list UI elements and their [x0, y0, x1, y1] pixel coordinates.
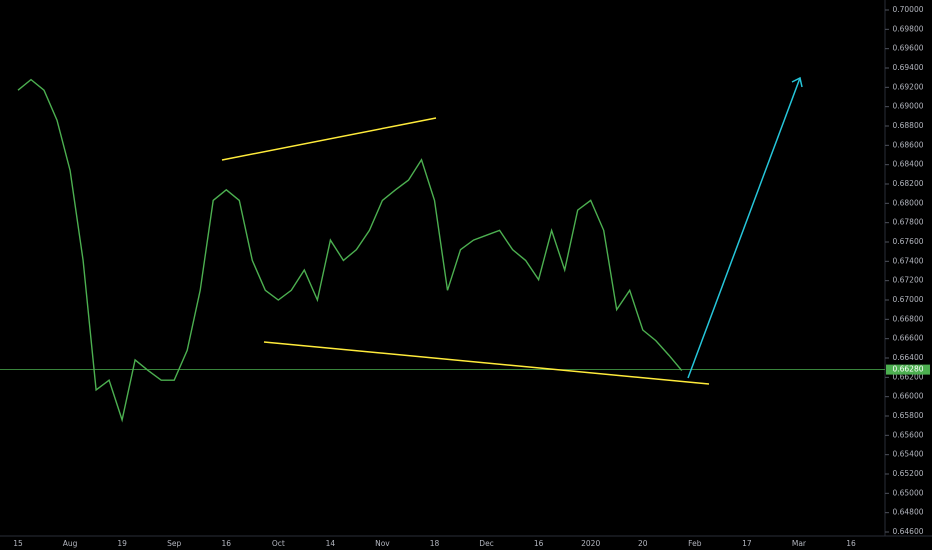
plot-area: [0, 78, 885, 423]
last-price-label: 0.66280: [892, 365, 923, 374]
x-tick-label: 18: [430, 539, 440, 548]
x-tick-label: Sep: [167, 539, 181, 548]
x-tick-label: 16: [221, 539, 231, 548]
x-tick-label: 15: [13, 539, 23, 548]
x-tick-label: Aug: [63, 539, 78, 548]
y-tick-label: 0.69600: [892, 44, 923, 53]
x-tick-label: 16: [534, 539, 544, 548]
y-tick-label: 0.65200: [892, 469, 923, 478]
y-tick-label: 0.66200: [892, 372, 923, 381]
y-tick-label: 0.69000: [892, 102, 923, 111]
x-tick-label: 19: [117, 539, 127, 548]
y-tick-label: 0.65800: [892, 411, 923, 420]
last-price-box: [886, 364, 930, 375]
upper-trendline: [221, 117, 437, 161]
y-tick-label: 0.65400: [892, 450, 923, 459]
y-tick-label: 0.65600: [892, 430, 923, 439]
lower-trendline: [263, 341, 710, 385]
y-tick-label: 0.68400: [892, 160, 923, 169]
x-tick-label: 14: [326, 539, 336, 548]
y-tick-label: 0.69400: [892, 63, 923, 72]
price-line: [17, 78, 683, 423]
y-tick-label: 0.67000: [892, 295, 923, 304]
y-tick-label: 0.67600: [892, 237, 923, 246]
y-tick-label: 0.64600: [892, 527, 923, 536]
y-tick-label: 0.65000: [892, 488, 923, 497]
y-tick-label: 0.68200: [892, 179, 923, 188]
y-tick-label: 0.69200: [892, 82, 923, 91]
x-tick-label: 17: [742, 539, 752, 548]
x-tick-label: Dec: [479, 539, 494, 548]
y-tick-label: 0.68000: [892, 198, 923, 207]
x-tick-label: 20: [638, 539, 648, 548]
projection-arrow: [687, 77, 801, 379]
y-tick-label: 0.69800: [892, 24, 923, 33]
arrow-head: [791, 76, 803, 88]
x-tick-label: Feb: [688, 539, 702, 548]
y-tick-label: 0.68800: [892, 121, 923, 130]
y-tick-label: 0.68600: [892, 140, 923, 149]
axes: 0.64600 0.64800 0.65000 0.65200 0.65400 0.656…: [13, 5, 930, 548]
x-tick-label: Nov: [375, 539, 390, 548]
y-tick-label: 0.67400: [892, 256, 923, 265]
y-tick-label: 0.66600: [892, 334, 923, 343]
y-tick-label: 0.66400: [892, 353, 923, 362]
y-tick-label: 0.67200: [892, 276, 923, 285]
y-tick-label: 0.66000: [892, 392, 923, 401]
y-tick-label: 0.64800: [892, 508, 923, 517]
x-tick-label: 2020: [581, 539, 600, 548]
x-tick-label: Mar: [792, 539, 807, 548]
x-tick-label: Oct: [272, 539, 285, 548]
y-tick-label: 0.66800: [892, 314, 923, 323]
y-tick-label: 0.67800: [892, 218, 923, 227]
y-tick-label: 0.70000: [892, 5, 923, 14]
x-tick-label: 16: [846, 539, 856, 548]
